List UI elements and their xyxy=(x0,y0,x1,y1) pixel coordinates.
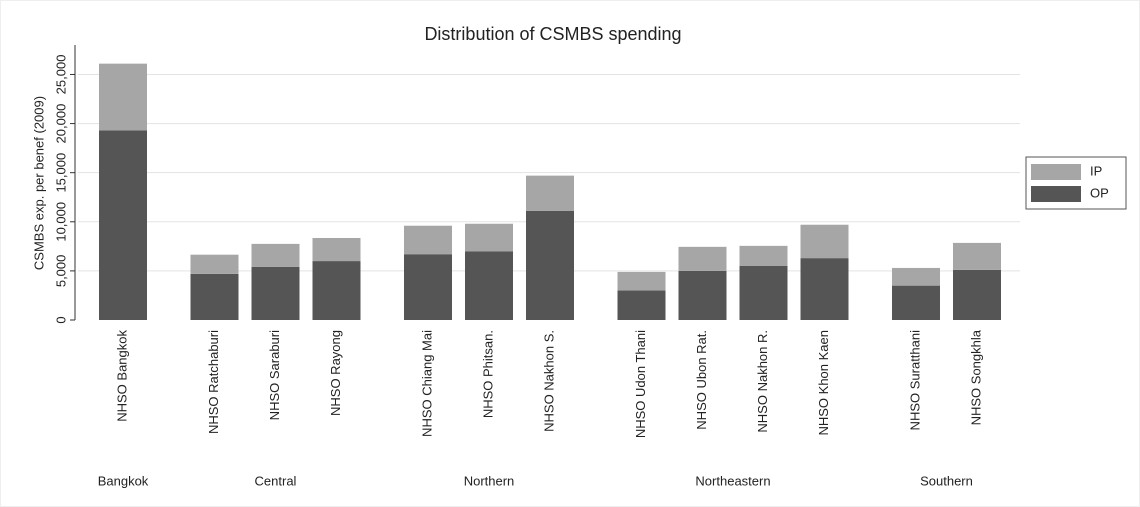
legend-swatch xyxy=(1031,164,1081,180)
y-tick-label: 5,000 xyxy=(53,255,68,288)
bar-segment xyxy=(526,175,574,211)
x-tick-label: NHSO Ratchaburi xyxy=(206,330,221,434)
chart-title: Distribution of CSMBS spending xyxy=(424,24,681,44)
bar-segment xyxy=(251,243,300,267)
bar-segment xyxy=(800,224,849,259)
x-tick-label: NHSO Phitsan. xyxy=(480,330,495,418)
x-tick-label: NHSO Nakhon R. xyxy=(755,330,770,433)
legend-label: IP xyxy=(1090,163,1102,178)
bar-segment xyxy=(739,265,788,320)
bar-segment xyxy=(617,271,666,291)
bar-segment xyxy=(404,225,452,255)
y-axis-label: CSMBS exp. per benef (2009) xyxy=(31,96,46,270)
y-tick-label: 10,000 xyxy=(53,202,68,242)
bar-segment xyxy=(953,242,1001,270)
y-tick-label: 25,000 xyxy=(53,55,68,95)
y-tick-label: 0 xyxy=(53,316,68,323)
bar-segment xyxy=(190,273,239,320)
x-tick-label: NHSO Chiang Mai xyxy=(419,330,434,437)
bar-segment xyxy=(312,237,361,262)
x-tick-label: NHSO Ubon Rat. xyxy=(694,330,709,430)
y-tick-label: 20,000 xyxy=(53,104,68,144)
bar-segment xyxy=(678,270,727,320)
bar-segment xyxy=(404,254,452,320)
bar-segment xyxy=(251,266,300,320)
bar-segment xyxy=(617,290,666,320)
group-label: Southern xyxy=(920,473,973,488)
x-tick-label: NHSO Suratthani xyxy=(907,330,922,431)
bar-segment xyxy=(800,258,849,320)
bar-segment xyxy=(678,246,727,271)
x-tick-label: NHSO Nakhon S. xyxy=(541,330,556,432)
bar-segment xyxy=(465,251,513,320)
bar-segment xyxy=(99,130,147,320)
y-tick-label: 15,000 xyxy=(53,153,68,193)
x-tick-label: NHSO Bangkok xyxy=(114,330,129,422)
bar-segment xyxy=(892,285,940,320)
group-label: Bangkok xyxy=(98,473,149,488)
x-tick-label: NHSO Rayong xyxy=(328,330,343,416)
group-label: Northern xyxy=(464,473,515,488)
x-tick-label: NHSO Songkhla xyxy=(968,329,983,425)
bar-segment xyxy=(312,261,361,320)
bar-segment xyxy=(190,254,239,274)
bar-segment xyxy=(953,269,1001,320)
bar-segment xyxy=(99,63,147,131)
legend-swatch xyxy=(1031,186,1081,202)
group-label: Northeastern xyxy=(695,473,770,488)
x-tick-label: NHSO Udon Thani xyxy=(633,330,648,438)
bar-segment xyxy=(526,210,574,320)
bar-segment xyxy=(739,245,788,266)
x-tick-label: NHSO Khon Kaen xyxy=(816,330,831,436)
bar-segment xyxy=(465,223,513,252)
group-label: Central xyxy=(255,473,297,488)
bar-segment xyxy=(892,267,940,286)
x-tick-label: NHSO Saraburi xyxy=(267,330,282,420)
legend-label: OP xyxy=(1090,185,1109,200)
